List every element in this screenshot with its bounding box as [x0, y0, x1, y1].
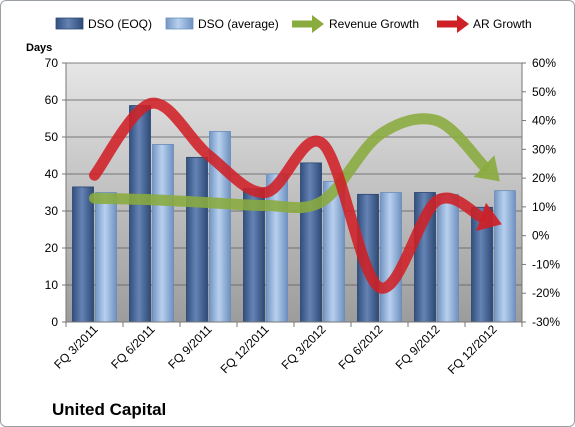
- bar-dso-eoq: [72, 186, 94, 323]
- y-tick-label: 70: [45, 56, 59, 70]
- x-tick-label: FQ 3/2011: [51, 322, 101, 372]
- y-tick-label: 60: [45, 93, 59, 107]
- y-axis-title: Days: [26, 42, 52, 54]
- x-tick-label: FQ 12/2012: [445, 322, 500, 377]
- y2-tick-label: 20%: [532, 171, 556, 185]
- bar-dso-average: [437, 193, 459, 323]
- y2-tick-label: 40%: [532, 114, 556, 128]
- legend-swatch-dso-eoq: [55, 17, 84, 30]
- bar-dso-eoq: [186, 156, 208, 323]
- legend-label-ar-growth: AR Growth: [473, 17, 532, 31]
- x-tick-label: FQ 6/2011: [108, 322, 158, 372]
- x-tick-label: FQ 12/2011: [218, 322, 272, 376]
- y-tick-label: 10: [45, 278, 59, 292]
- bar-dso-average: [95, 192, 117, 323]
- legend-label-dso-average: DSO (average): [198, 17, 279, 31]
- y2-tick-label: 60%: [532, 56, 556, 70]
- x-tick-label: FQ 9/2011: [165, 322, 215, 372]
- legend-label-dso-eoq: DSO (EOQ): [88, 17, 152, 31]
- y2-tick-label: 0%: [532, 229, 550, 243]
- line-ar-growth: [89, 97, 487, 294]
- bar-dso-average: [380, 192, 402, 323]
- x-tick-label: FQ 3/2012: [279, 322, 329, 372]
- arrowhead-revenue-growth: [473, 155, 500, 182]
- bar-dso-eoq: [129, 105, 151, 323]
- plot-area: 0 10 20 30 40 50 60 70 -30% -20% -10% 0% 10% 20% 30% 40…: [45, 56, 561, 377]
- arrowhead-ar-growth: [476, 202, 502, 232]
- bar-dso-average: [494, 190, 516, 323]
- line-revenue-growth: [89, 113, 490, 214]
- legend: DSO (EOQ) DSO (average) Revenue Growth A…: [55, 15, 532, 33]
- y-tick-label: 50: [45, 130, 59, 144]
- company-title: United Capital: [52, 400, 166, 419]
- legend-label-revenue-growth: Revenue Growth: [329, 17, 419, 31]
- y2-tick-label: 30%: [532, 142, 556, 156]
- y-tick-label: 0: [51, 315, 58, 329]
- y2-tick-label: 10%: [532, 200, 556, 214]
- y-tick-label: 40: [45, 167, 59, 181]
- legend-swatch-revenue-growth: [292, 15, 324, 33]
- y2-tick-label: -20%: [532, 286, 560, 300]
- x-tick-label: FQ 6/2012: [336, 322, 386, 372]
- y2-tick-label: -30%: [532, 315, 560, 329]
- y-tick-label: 30: [45, 204, 59, 218]
- bar-dso-average: [152, 143, 174, 323]
- y2-tick-label: 50%: [532, 85, 556, 99]
- bar-dso-eoq: [300, 162, 322, 323]
- x-tick-label: FQ 9/2012: [393, 322, 443, 372]
- y2-tick-label: -10%: [532, 257, 560, 271]
- y-tick-label: 20: [45, 241, 59, 255]
- legend-swatch-ar-growth: [437, 15, 469, 33]
- legend-swatch-dso-average: [165, 17, 194, 30]
